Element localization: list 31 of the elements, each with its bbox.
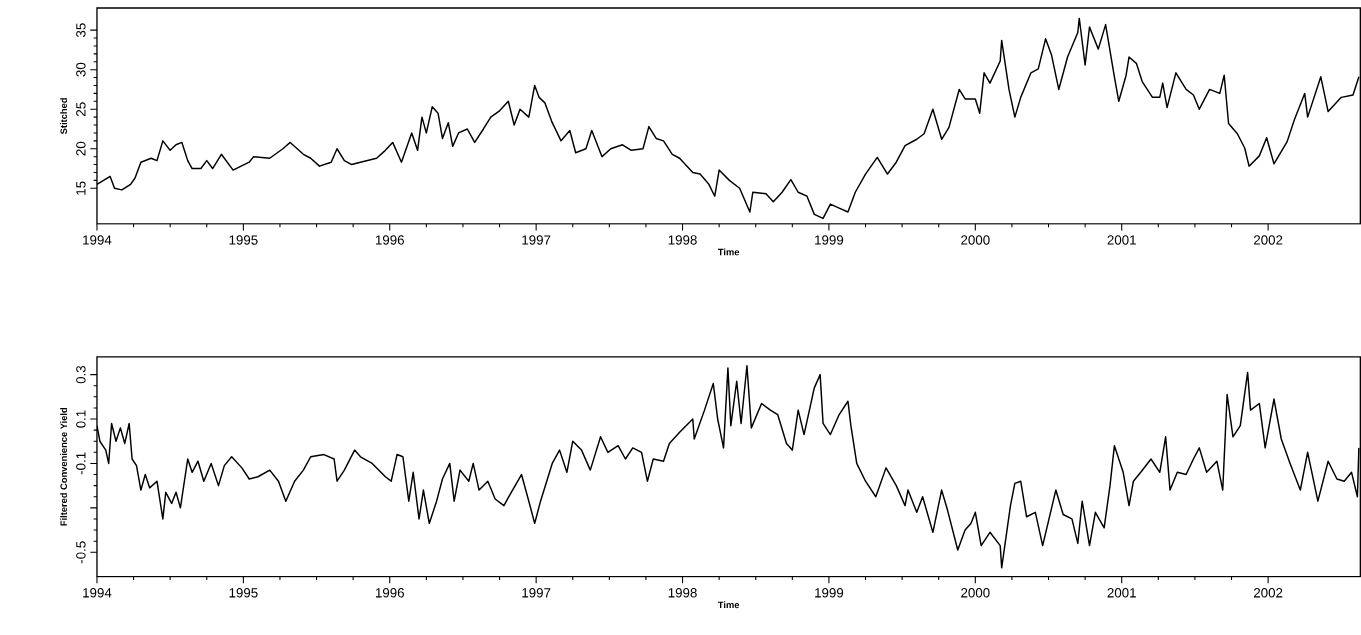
x-tick-label: 1995 [229, 588, 258, 598]
x-tick-label: 1996 [375, 235, 404, 245]
x-tick-label: 1999 [815, 588, 844, 598]
x-tick-label: 2000 [961, 588, 990, 598]
x-tick-label: 1999 [815, 235, 844, 245]
y-tick-label: 25 [76, 102, 86, 117]
x-tick-label: 1996 [375, 588, 404, 598]
y-tick-label: 15 [76, 181, 86, 195]
x-tick-label: 2002 [1253, 588, 1283, 598]
x-axis-title: Time [717, 601, 740, 609]
x-tick-label: 2001 [1107, 235, 1136, 245]
y-tick-label: 35 [76, 23, 86, 38]
x-axis-title: Time [717, 248, 740, 256]
y-axis-title: Stitched [60, 98, 67, 135]
y-tick-label: 20 [76, 142, 86, 156]
x-tick-label: 1997 [522, 588, 551, 598]
x-tick-label: 2000 [961, 235, 990, 245]
x-tick-label: 1994 [83, 235, 112, 245]
y-tick-label: 0.3 [76, 366, 86, 384]
x-tick-label: 2001 [1107, 588, 1136, 598]
y-axis-title: Filtered Convenience Yield [60, 408, 67, 526]
x-tick-label: 1995 [229, 235, 258, 245]
y-tick-label: -0.5 [76, 541, 86, 564]
y-tick-label: 30 [76, 62, 86, 77]
y-tick-label: 0.1 [76, 410, 86, 428]
x-tick-label: 1998 [668, 588, 697, 598]
x-tick-label: 1998 [668, 235, 697, 245]
x-tick-label: 1997 [522, 235, 551, 245]
x-tick-label: 1994 [83, 588, 112, 598]
x-tick-label: 2002 [1253, 235, 1283, 245]
y-tick-label: -0.1 [76, 452, 86, 475]
